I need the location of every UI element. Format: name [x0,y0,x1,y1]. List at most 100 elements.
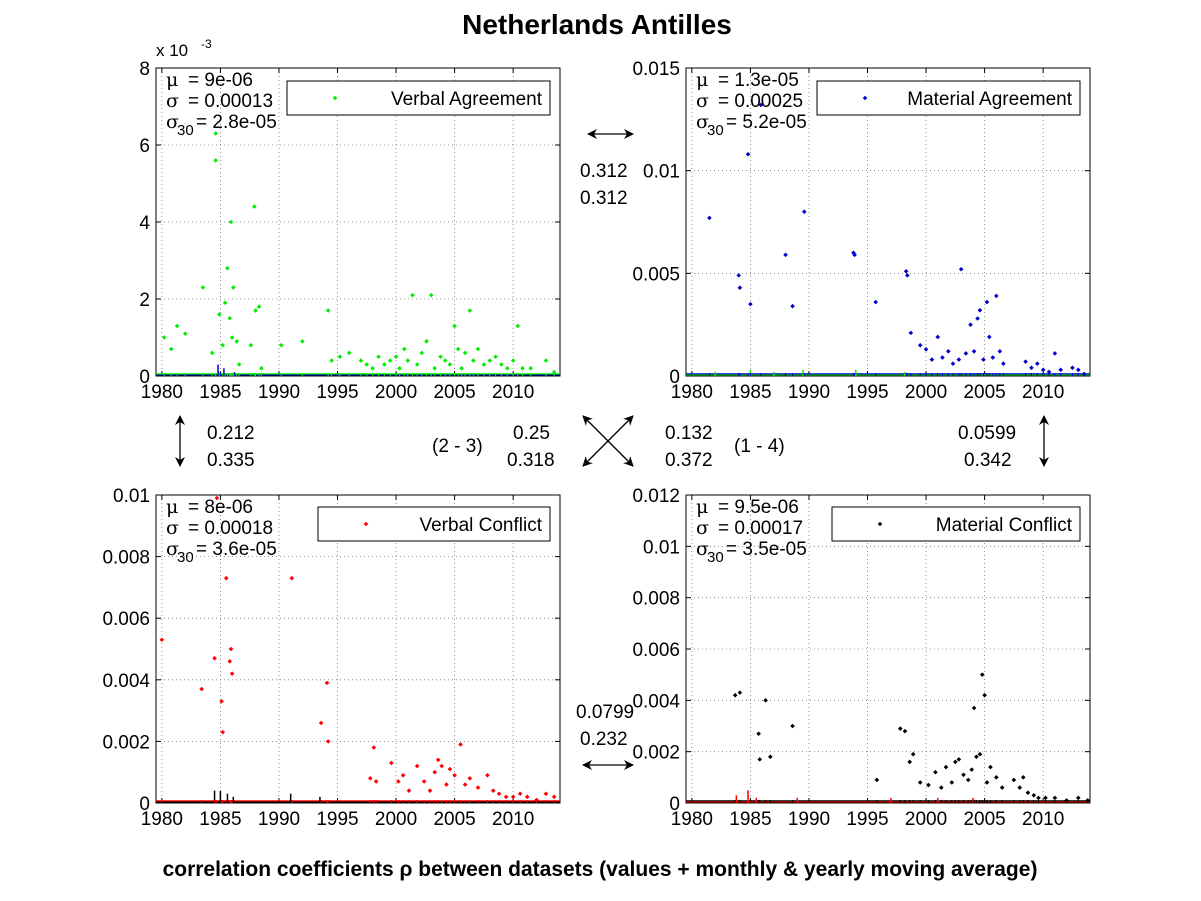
data-point [223,575,229,581]
link-value-1: 0.312 [580,161,628,182]
x-tick-label: 1990 [258,809,300,830]
data-point [435,757,441,763]
stat-mu-value: = 9.5e-06 [718,497,799,518]
data-point [200,285,206,290]
y-exponent-label: x 10 [156,41,188,60]
data-point [220,729,226,735]
diag-right-label: (1 - 4) [734,436,785,457]
data-point [424,339,429,344]
data-point [490,788,496,793]
data-point [737,285,743,291]
data-point [1058,367,1064,373]
data-point [471,358,476,363]
data-point [462,782,468,787]
data-point [318,720,324,726]
data-point [946,349,951,354]
data-point [213,158,219,163]
link-value-2: 0.335 [207,450,255,471]
data-point [1031,793,1037,798]
data-point [965,777,971,783]
data-point [503,794,509,800]
data-point [524,794,530,800]
data-point [455,346,461,352]
data-point [910,751,916,757]
link-bottom-horizontal: 0.0799 0.232 [576,702,634,770]
data-point [940,355,945,360]
data-point [745,151,751,157]
data-point [923,347,929,352]
link-diagonals: (2 - 3) 0.25 0.318 0.132 0.372 (1 - 4) [432,415,785,471]
data-point [543,791,549,797]
data-point [487,358,493,363]
data-point [324,680,330,686]
stat-mu-symbol: μ [696,69,708,91]
data-point [481,362,487,367]
y-tick-label: 0.008 [632,589,680,610]
data-point [1075,367,1081,373]
x-tick-label: 2005 [433,809,475,830]
y-tick-label: 0.01 [643,537,680,558]
x-tick-label: 1995 [316,382,358,403]
data-point [938,785,944,790]
data-point [161,335,167,340]
stat-sigma-value: = 0.00025 [718,91,803,112]
x-tick-label: 2010 [492,382,534,403]
panel-material-conflict: 0 0.002 0.004 0.006 0.008 0.01 0.012 1980 1985 19… [632,486,1091,830]
x-tick-label: 2010 [1022,809,1064,830]
data-point [1011,777,1017,783]
data-point [467,776,473,781]
stat-mu-value: = 1.3e-05 [718,70,799,91]
data-point [510,794,516,800]
data-point [228,646,234,652]
y-tick-label: 0.01 [643,162,680,183]
data-point [182,331,188,336]
data-point [432,366,438,371]
data-point [968,322,973,327]
stat-sigma30-value: = 2.8e-05 [196,112,277,133]
x-tick-label: 1990 [788,809,830,830]
data-point [452,772,457,778]
plot-frame [685,67,1091,377]
data-point [510,358,516,363]
data-point [977,751,983,757]
legend-label: Material Agreement [907,89,1072,110]
stat-sigma30-subscript: 30 [177,549,194,566]
data-point [401,346,407,352]
data-point [168,346,174,352]
stat-sigma30-symbol: σ [166,111,179,133]
diag-left-value-2: 0.318 [507,450,555,471]
legend-label: Material Conflict [936,515,1073,536]
data-point [499,362,504,367]
data-point [253,308,258,313]
data-point [458,742,463,747]
y-tick-label: 0.004 [102,671,150,692]
data-point [230,285,236,290]
y-tick-label: 0.005 [632,264,680,285]
data-point [227,315,233,321]
data-point [475,346,481,352]
data-point [732,692,738,698]
data-point [763,698,768,703]
legend-marker [862,95,868,101]
stat-sigma30-value: = 3.6e-05 [196,539,277,560]
link-value-1: 0.212 [207,423,255,444]
legend-marker [332,95,338,101]
x-tick-label: 1990 [258,382,300,403]
y-exponent-power: -3 [201,37,212,51]
data-point [414,763,420,769]
x-tick-label: 2010 [492,809,534,830]
data-point [442,358,448,363]
data-point [758,102,764,108]
link-value-2: 0.342 [964,450,1012,471]
data-point [447,362,453,367]
data-point [397,366,402,371]
stat-sigma30-subscript: 30 [707,122,724,139]
data-point [1025,790,1031,796]
data-point [1001,361,1006,366]
stat-mu-symbol: μ [166,496,178,518]
data-point [358,358,364,363]
data-point [225,265,230,271]
data-point [337,354,343,360]
data-point [756,731,761,736]
data-point [1052,351,1058,356]
